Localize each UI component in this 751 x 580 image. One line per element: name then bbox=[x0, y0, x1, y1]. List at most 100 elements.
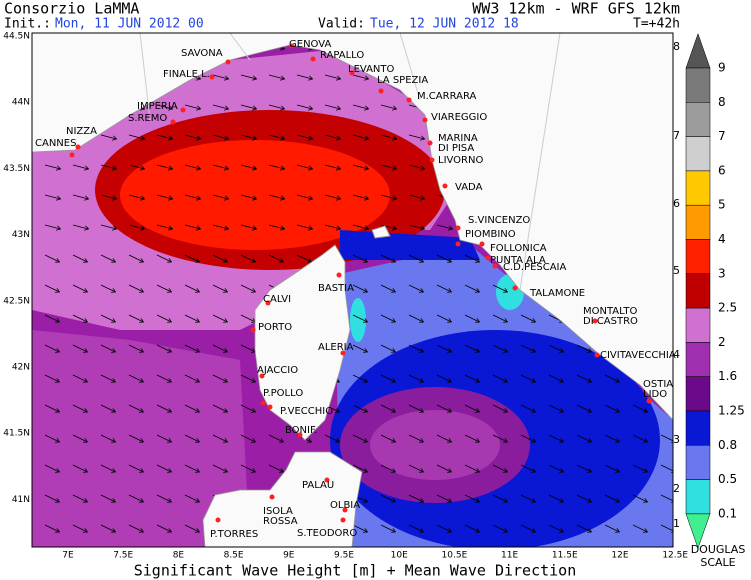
colorbar-box bbox=[685, 410, 711, 446]
direction-arrow bbox=[268, 254, 283, 262]
direction-arrow bbox=[464, 284, 479, 292]
place-label: P.TORRES bbox=[210, 529, 258, 540]
direction-arrow bbox=[100, 164, 117, 169]
direction-arrow bbox=[660, 494, 673, 502]
direction-arrow bbox=[72, 224, 89, 229]
direction-arrow bbox=[576, 374, 591, 382]
direction-arrow bbox=[268, 194, 285, 199]
direction-arrow bbox=[72, 314, 87, 322]
direction-arrow bbox=[44, 434, 59, 442]
place-label: LA SPEZIA bbox=[377, 75, 428, 86]
colorbar-box bbox=[685, 204, 711, 240]
direction-arrow bbox=[352, 524, 367, 532]
sea-zone bbox=[370, 410, 500, 480]
place-label: DI CASTRO bbox=[583, 316, 638, 327]
direction-arrow bbox=[632, 464, 647, 472]
colorbar-box bbox=[685, 445, 711, 480]
direction-arrow bbox=[184, 314, 199, 322]
direction-arrow bbox=[72, 374, 87, 382]
direction-arrow bbox=[408, 524, 423, 532]
place-dot bbox=[265, 300, 271, 306]
direction-arrow bbox=[408, 164, 425, 169]
direction-arrow bbox=[408, 134, 425, 139]
direction-arrow bbox=[352, 194, 369, 199]
place-label: OLBIA bbox=[330, 500, 360, 511]
douglas-label: 5 bbox=[673, 264, 680, 277]
douglas-label: 1 bbox=[673, 517, 680, 530]
direction-arrow bbox=[548, 344, 563, 352]
direction-arrow bbox=[156, 194, 173, 199]
place-label: PALAU bbox=[302, 480, 334, 491]
direction-arrow bbox=[128, 314, 143, 322]
direction-arrow bbox=[128, 224, 145, 229]
direction-arrow bbox=[352, 374, 367, 382]
place-label: LEVANTO bbox=[348, 64, 395, 75]
place-dot bbox=[297, 432, 303, 438]
lon-tick-label: 11E bbox=[501, 551, 518, 561]
direction-arrow bbox=[464, 434, 479, 442]
direction-arrow bbox=[464, 314, 479, 322]
direction-arrow bbox=[352, 434, 367, 442]
direction-arrow bbox=[604, 524, 619, 532]
model: WW3 12km - WRF GFS 12km bbox=[472, 0, 680, 18]
douglas-label: 2 bbox=[673, 482, 680, 495]
direction-arrow bbox=[72, 404, 87, 412]
direction-arrow bbox=[44, 524, 59, 532]
sea-zone bbox=[350, 298, 366, 342]
direction-arrow bbox=[156, 494, 171, 502]
direction-arrow bbox=[212, 224, 229, 229]
place-dot bbox=[592, 318, 598, 324]
direction-arrow bbox=[128, 284, 143, 292]
direction-arrow bbox=[212, 74, 229, 79]
elba bbox=[371, 225, 391, 239]
direction-arrow bbox=[408, 194, 425, 199]
place-label: PUNTA ALA bbox=[490, 255, 546, 266]
lon-tick-label: 9.5E bbox=[334, 551, 354, 561]
place-dot bbox=[485, 255, 491, 261]
lon-tick-label: 7.5E bbox=[113, 551, 133, 561]
direction-arrow bbox=[408, 494, 423, 502]
direction-arrow bbox=[296, 254, 311, 262]
place-label: CANNES bbox=[35, 138, 76, 149]
direction-arrow bbox=[128, 134, 145, 139]
direction-arrow bbox=[240, 104, 257, 109]
direction-arrow bbox=[464, 524, 479, 532]
direction-arrow bbox=[240, 284, 255, 292]
direction-arrow bbox=[380, 434, 395, 442]
place-dot bbox=[406, 97, 412, 103]
lat-tick-label: 43N bbox=[12, 230, 30, 240]
direction-arrow bbox=[408, 254, 423, 262]
height-label: 1.25 bbox=[718, 404, 745, 418]
direction-arrow bbox=[324, 104, 341, 109]
place-label: NIZZA bbox=[66, 126, 97, 137]
direction-arrow bbox=[72, 494, 87, 502]
colorbar-box bbox=[685, 239, 711, 275]
direction-arrow bbox=[352, 344, 367, 352]
direction-arrow bbox=[156, 284, 171, 292]
direction-arrow bbox=[520, 494, 535, 502]
direction-arrow bbox=[576, 464, 591, 472]
place-label: RAPALLO bbox=[320, 50, 364, 61]
direction-arrow bbox=[436, 374, 451, 382]
lon-tick-label: 7E bbox=[62, 551, 74, 561]
place-dot bbox=[170, 119, 176, 125]
direction-arrow bbox=[408, 344, 423, 352]
map-frame bbox=[31, 32, 674, 548]
direction-arrow bbox=[100, 194, 117, 199]
direction-arrow bbox=[44, 314, 59, 322]
direction-arrow bbox=[520, 434, 535, 442]
direction-arrow bbox=[380, 374, 395, 382]
direction-arrow bbox=[296, 164, 313, 169]
direction-arrow bbox=[212, 164, 229, 169]
place-label: ISOLA bbox=[263, 506, 293, 517]
direction-arrow bbox=[436, 524, 451, 532]
direction-arrow bbox=[212, 464, 227, 472]
place-label: GENOVA bbox=[289, 39, 331, 50]
direction-arrow bbox=[492, 284, 507, 292]
direction-arrow bbox=[520, 374, 535, 382]
direction-arrow bbox=[100, 524, 115, 532]
direction-arrow bbox=[548, 434, 563, 442]
lat-tick-label: 44.5N bbox=[3, 32, 30, 42]
direction-arrow bbox=[408, 434, 423, 442]
direction-arrow bbox=[128, 464, 143, 472]
